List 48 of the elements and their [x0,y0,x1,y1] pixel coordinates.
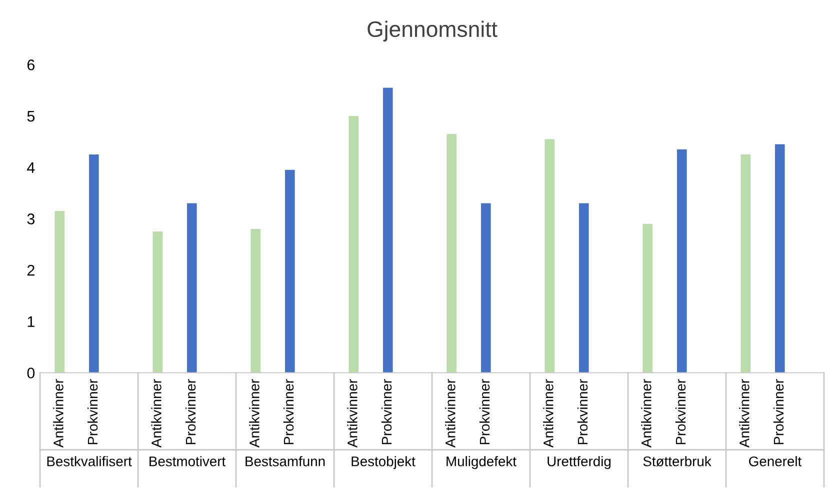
text: Antikvinner [739,379,750,448]
y-tick-label: 1 [28,316,34,327]
y-tick-label: 0 [27,368,35,378]
text: Antikvinner [445,379,456,448]
bar [89,154,99,373]
bar [54,210,65,373]
bar [348,116,359,373]
text: Antikvinner [543,379,554,448]
x-tick-label: Bestobjekt [352,456,416,470]
text: Antikvinner [53,379,64,448]
x-tick-label: Generelt [749,456,802,466]
x-tick-label: Bestsamfunn [246,456,325,466]
text: Antikvinner [347,379,358,448]
text: Prokvinner [675,379,686,444]
text: Prokvinner [185,379,196,444]
text: Antikvinner [249,379,260,448]
x-tick-label: Muligdefekt [446,456,516,470]
bar [285,170,295,373]
y-tick-label: 3 [27,214,34,224]
text: Prokvinner [479,379,490,444]
bar [677,149,687,373]
bar [740,154,750,373]
text: Prokvinner [381,379,392,444]
bar [579,203,589,373]
bar [446,134,457,373]
text: Antikvinner [151,379,162,448]
x-tick-label: Støtterbruk [643,456,712,466]
bar [481,203,491,373]
chart-title: Gjennomsnitt [368,20,498,42]
x-tick-label: Bestkvalifisert [47,456,132,466]
bar [250,228,261,373]
x-tick-label: Bestmotivert [150,456,226,466]
y-tick-label: 4 [27,162,35,173]
text: Prokvinner [577,379,588,444]
bar [544,139,555,373]
bar [642,224,652,373]
bar [383,88,393,373]
bar [187,203,197,373]
bar [152,232,163,373]
text: Prokvinner [87,379,98,444]
x-tick-label: Urettferdig [548,456,611,470]
y-tick-label: 2 [27,264,34,276]
y-tick-label: 5 [27,110,35,122]
text: Prokvinner [283,379,294,444]
text: Prokvinner [773,379,784,444]
bar [774,144,785,373]
y-tick-label: 6 [27,59,34,70]
text: Antikvinner [641,379,652,448]
